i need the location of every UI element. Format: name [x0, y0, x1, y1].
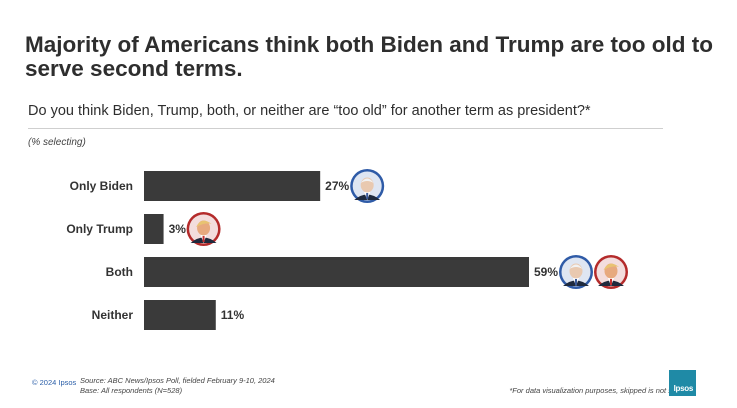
bar — [144, 214, 164, 244]
value-label: 27% — [325, 179, 349, 193]
source-line: Source: ABC News/Ipsos Poll, fielded Feb… — [80, 376, 275, 385]
category-label: Neither — [92, 308, 134, 322]
survey-question: Do you think Biden, Trump, both, or neit… — [28, 103, 591, 119]
trump-portrait-icon — [594, 255, 628, 289]
value-label: 11% — [221, 308, 245, 322]
biden-portrait-icon — [350, 169, 385, 203]
logo-text: Ipsos — [673, 384, 694, 393]
header-divider — [28, 128, 663, 129]
ipsos-logo: Ipsos — [669, 370, 696, 396]
value-label: 59% — [534, 265, 558, 279]
base-line: Base: All respondents (N=528) — [80, 386, 183, 395]
unit-note: (% selecting) — [28, 137, 86, 148]
copyright-text: © 2024 Ipsos — [32, 378, 77, 387]
bar — [144, 257, 529, 287]
bar — [144, 300, 216, 330]
category-label: Both — [106, 265, 133, 279]
value-label: 3% — [169, 222, 187, 236]
biden-portrait-icon — [559, 255, 593, 289]
source-note: Source: ABC News/Ipsos Poll, fielded Feb… — [80, 376, 275, 396]
footnote: *For data visualization purposes, skippe… — [509, 386, 692, 395]
chart-title: Majority of Americans think both Biden a… — [25, 32, 713, 81]
category-label: Only Biden — [70, 179, 133, 193]
category-label: Only Trump — [66, 222, 133, 236]
trump-portrait-icon — [186, 212, 221, 246]
bar — [144, 171, 321, 201]
